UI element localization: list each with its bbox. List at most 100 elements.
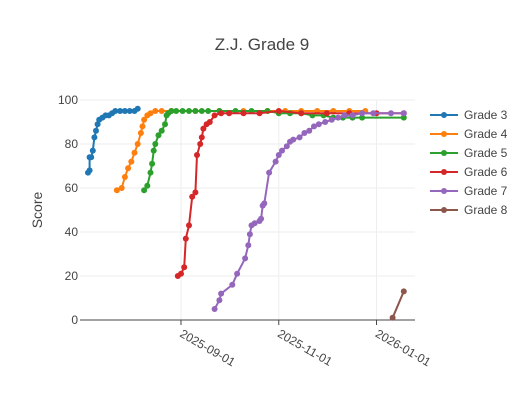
legend-swatch-marker [441,188,447,194]
data-point [389,314,396,321]
data-point [113,187,120,194]
data-point [147,169,154,176]
data-point [150,147,157,154]
data-point [349,112,356,119]
legend-item[interactable]: Grade 4 [430,127,508,141]
data-point [234,270,241,277]
legend-item[interactable]: Grade 3 [430,108,508,122]
data-point [89,147,96,154]
data-point [205,108,212,114]
data-point [144,182,151,189]
legend-swatch-marker [441,150,447,156]
y-tick-label: 20 [65,269,79,283]
data-point [117,108,124,114]
data-point [211,306,218,312]
data-point [218,290,225,297]
data-point [258,215,265,222]
data-point [141,187,148,194]
data-point [323,110,330,117]
data-point [283,143,290,150]
data-point [206,119,213,125]
data-point [137,130,144,136]
legend-item[interactable]: Grade 6 [430,165,508,179]
data-point [149,160,156,167]
legend-swatch-marker [441,169,447,175]
data-point [121,108,128,114]
data-point [158,108,165,114]
legend-item[interactable]: Grade 7 [430,184,508,198]
data-point [93,127,99,134]
data-point [126,108,133,114]
data-point [216,297,223,304]
data-point [400,110,407,117]
legend-label: Grade 3 [464,108,508,122]
data-point [315,121,322,128]
data-point [359,114,366,121]
data-point [91,134,98,141]
legend-item[interactable]: Grade 5 [430,146,508,160]
data-point [240,110,247,117]
data-point [279,147,285,154]
data-point [178,270,184,277]
data-point [139,123,146,130]
data-point [186,108,192,114]
data-point [229,281,236,288]
data-point [112,108,119,114]
data-point [147,110,154,117]
data-point [155,132,162,139]
data-point [218,110,225,117]
data-point [192,189,199,196]
data-point [322,119,329,125]
data-point [251,220,258,227]
legend-label: Grade 6 [464,165,508,179]
data-point [125,165,132,172]
data-point [152,108,159,114]
y-axis-title: Score [29,192,45,229]
data-point [266,169,273,176]
data-point [197,141,204,147]
data-point [335,114,342,121]
data-point [296,134,303,141]
series-grade-3 [85,105,141,176]
y-tick-label: 80 [65,137,79,151]
data-point [192,108,199,114]
legend-swatch-marker [441,112,447,118]
data-point [152,141,159,147]
data-point [118,185,125,191]
data-point [359,110,366,117]
data-point [328,116,335,123]
data-point [179,108,186,114]
legend[interactable]: Grade 3 Grade 4 Grade 5 Grade 6 Grade 7 Grade… [430,108,508,217]
data-point [86,167,93,174]
data-point [198,108,205,114]
data-point [245,242,252,249]
data-point [158,127,165,134]
data-point [246,231,253,238]
data-point [131,149,138,156]
data-point [162,121,168,128]
data-point [200,125,207,132]
y-tick-label: 40 [65,225,79,239]
data-point [311,123,317,130]
data-point [128,158,135,165]
data-point [211,112,218,119]
data-point [272,158,279,165]
data-point [121,174,128,180]
legend-item[interactable]: Grade 8 [430,203,508,217]
data-point [388,110,394,117]
legend-swatch-marker [441,207,447,213]
series-line [391,291,405,319]
data-point [242,255,249,262]
data-point [341,112,348,119]
data-point [134,105,141,112]
legend-label: Grade 7 [464,184,508,198]
data-point [306,127,313,134]
series-group [85,105,407,321]
data-point [141,116,148,123]
y-tick-label: 100 [58,93,78,107]
legend-label: Grade 4 [464,127,508,141]
data-point [181,264,188,271]
